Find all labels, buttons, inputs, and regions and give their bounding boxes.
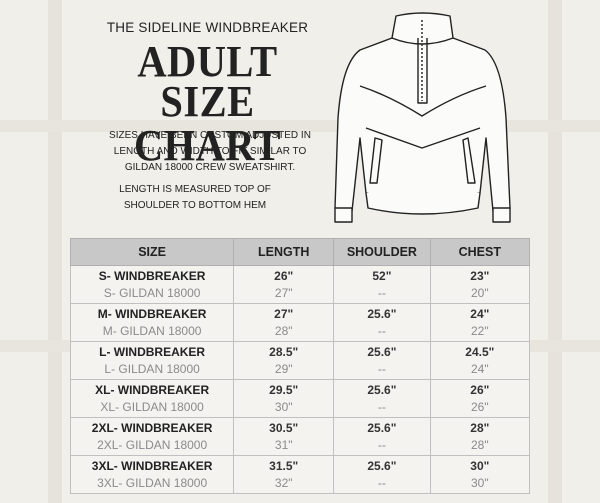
measurement-cell: 26" — [429, 379, 531, 399]
measurement-cell: 31.5" — [233, 455, 335, 475]
measurement-cell: 31" — [233, 437, 335, 456]
size-cell: L- GILDAN 18000 — [69, 361, 235, 380]
measurement-cell: -- — [333, 475, 431, 494]
subtitle: THE SIDELINE WINDBREAKER — [106, 20, 309, 35]
measurement-cell: 27" — [233, 285, 335, 304]
measurement-cell: 28.5" — [233, 341, 335, 361]
measurement-cell: 30" — [429, 475, 531, 494]
measurement-cell: 24" — [429, 361, 531, 380]
measurement-cell: 25.6" — [333, 341, 431, 361]
measurement-cell: 26" — [429, 399, 531, 418]
measurement-cell: -- — [333, 361, 431, 380]
measurement-cell: 29" — [233, 361, 335, 380]
note: SIZES HAVE BEEN CUSTOM ADJUSTED IN LENGT… — [109, 130, 311, 173]
measurement-cell: 24" — [429, 303, 531, 323]
table-row: S- GILDAN 18000 27" -- 20" — [69, 285, 531, 304]
table-row: XL- GILDAN 18000 30" -- 26" — [69, 399, 531, 418]
measurement-cell: 29.5" — [233, 379, 335, 399]
measurement-cell: 32" — [233, 475, 335, 494]
size-cell: L- WINDBREAKER — [69, 341, 235, 361]
measurement-cell: 28" — [429, 437, 531, 456]
measurement-cell: 52" — [333, 265, 431, 285]
size-cell: M- GILDAN 18000 — [69, 323, 235, 342]
measurement-cell: 30" — [429, 455, 531, 475]
size-table: SIZE LENGTH SHOULDER CHEST S- WINDBREAKER 26… — [69, 238, 531, 494]
size-cell: 2XL- GILDAN 18000 — [69, 437, 235, 456]
table-row: M- WINDBREAKER 27" 25.6" 24" — [69, 303, 531, 323]
measurement-cell: 30" — [233, 399, 335, 418]
title: ADULT — [137, 37, 278, 86]
table-row: L- WINDBREAKER 28.5" 25.6" 24.5" — [69, 341, 531, 361]
measurement-cell: -- — [333, 285, 431, 304]
table-row: S- WINDBREAKER 26" 52" 23" — [69, 265, 531, 285]
table-row: XL- WINDBREAKER 29.5" 25.6" 26" — [69, 379, 531, 399]
measurement-cell: 30.5" — [233, 417, 335, 437]
size-cell: S- WINDBREAKER — [69, 265, 235, 285]
column-header: CHEST — [429, 238, 531, 266]
measurement-cell: -- — [333, 399, 431, 418]
measurement-cell: 26" — [233, 265, 335, 285]
measurement-cell: 20" — [429, 285, 531, 304]
background-stripe — [548, 0, 562, 503]
column-header: LENGTH — [233, 238, 335, 266]
size-cell: 2XL- WINDBREAKER — [69, 417, 235, 437]
measurement-cell: 25.6" — [333, 455, 431, 475]
note: LENGTH IS MEASURED TOP OF SHOULDER TO BO… — [119, 184, 271, 211]
size-cell: M- WINDBREAKER — [69, 303, 235, 323]
measurement-cell: 22" — [429, 323, 531, 342]
measurement-cell: 25.6" — [333, 379, 431, 399]
table-row: 3XL- WINDBREAKER 31.5" 25.6" 30" — [69, 455, 531, 475]
measurement-cell: 25.6" — [333, 417, 431, 437]
measurement-cell: 23" — [429, 265, 531, 285]
column-header: SHOULDER — [333, 238, 431, 266]
measurement-cell: 24.5" — [429, 341, 531, 361]
size-cell: S- GILDAN 18000 — [69, 285, 235, 304]
table-row: L- GILDAN 18000 29" -- 24" — [69, 361, 531, 380]
title: SIZE CHART — [133, 77, 282, 170]
jacket-illustration — [334, 12, 511, 223]
measurement-cell: -- — [333, 437, 431, 456]
measurement-cell: 28" — [233, 323, 335, 342]
size-cell: 3XL- GILDAN 18000 — [69, 475, 235, 494]
measurement-cell: 25.6" — [333, 303, 431, 323]
table-row: 3XL- GILDAN 18000 32" -- 30" — [69, 475, 531, 494]
size-cell: 3XL- WINDBREAKER — [69, 455, 235, 475]
measurement-cell: 27" — [233, 303, 335, 323]
table-row: 2XL- WINDBREAKER 30.5" 25.6" 28" — [69, 417, 531, 437]
size-cell: XL- WINDBREAKER — [69, 379, 235, 399]
size-cell: XL- GILDAN 18000 — [69, 399, 235, 418]
column-header: SIZE — [69, 238, 235, 266]
table-row: M- GILDAN 18000 28" -- 22" — [69, 323, 531, 342]
measurement-cell: -- — [333, 323, 431, 342]
measurement-cell: 28" — [429, 417, 531, 437]
table-row: 2XL- GILDAN 18000 31" -- 28" — [69, 437, 531, 456]
background-stripe — [48, 0, 62, 503]
